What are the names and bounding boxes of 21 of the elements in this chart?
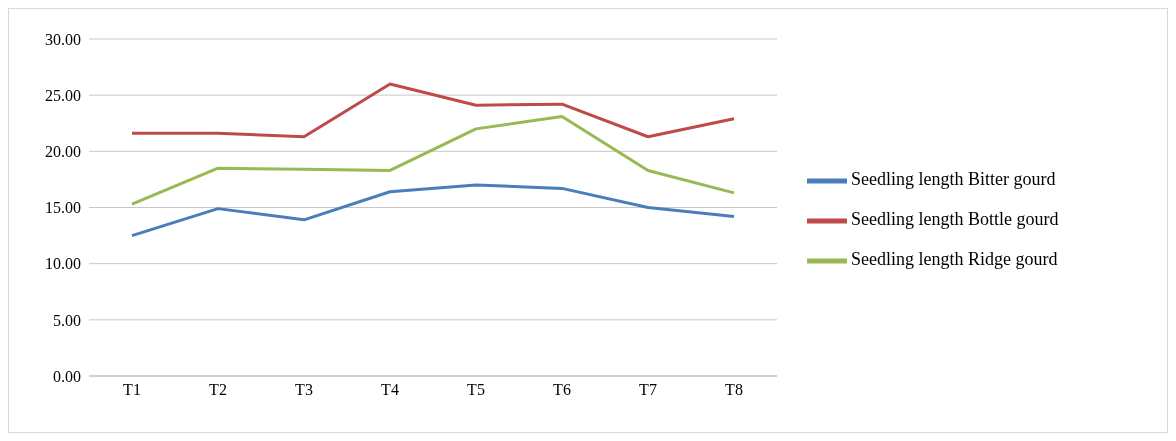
y-tick-label: 10.00 xyxy=(45,255,81,273)
line-series xyxy=(130,82,736,139)
y-tick-label: 15.00 xyxy=(45,199,81,217)
x-tick-label: T1 xyxy=(123,381,141,399)
x-tick-label: T3 xyxy=(295,381,313,399)
x-tick-label: T5 xyxy=(467,381,485,399)
y-tick-label: 25.00 xyxy=(45,86,81,104)
y-tick-label: 30.00 xyxy=(45,30,81,48)
x-tick-label: T4 xyxy=(381,381,399,399)
legend-label: Seedling length Ridge gourd xyxy=(851,248,1058,269)
legend-label: Seedling length Bitter gourd xyxy=(851,168,1056,189)
line-series xyxy=(130,115,736,206)
x-tick-label: T7 xyxy=(639,381,657,399)
x-tick-label: T8 xyxy=(725,381,743,399)
legend-label: Seedling length Bottle gourd xyxy=(851,208,1059,229)
y-tick-label: 0.00 xyxy=(53,367,81,385)
x-tick-label: T2 xyxy=(209,381,227,399)
y-tick-label: 20.00 xyxy=(45,143,81,161)
y-tick-label: 5.00 xyxy=(53,311,81,329)
line-series xyxy=(130,183,736,238)
x-tick-label: T6 xyxy=(553,381,571,399)
